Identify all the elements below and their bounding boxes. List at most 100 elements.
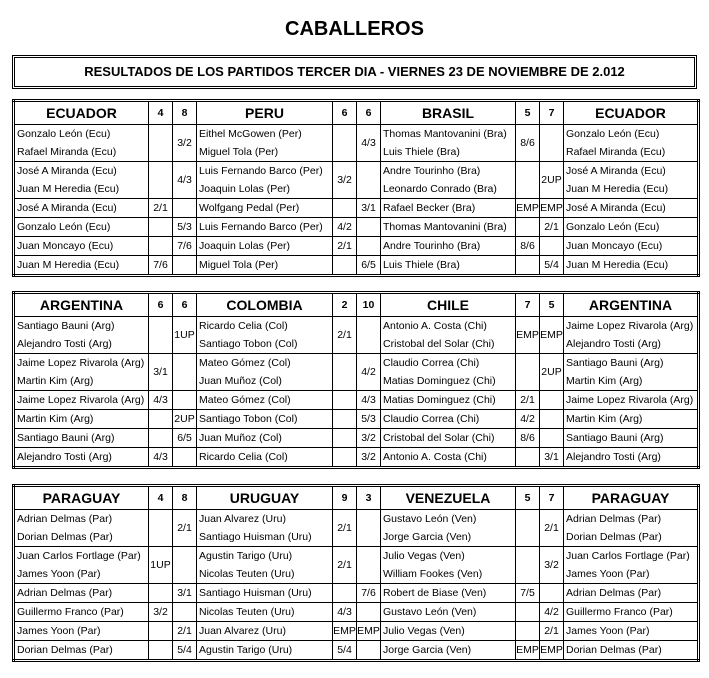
match-score: 5/3 [356,409,381,429]
match-score [332,409,357,429]
header-row: ARGENTINA 6 6 COLOMBIA 2 10 CHILE 7 5 ARGENTINA [13,292,699,317]
player-name: Santiago Bauni (Arg) [13,428,149,448]
player-name: Jorge Garcia (Ven) [380,640,516,661]
team-points: 7 [515,292,540,317]
match-score: 2/1 [332,316,357,354]
match-score [539,236,564,256]
match-row: Gonzalo León (Ecu) 3/2 Eithel McGowen (Per… [13,124,699,162]
match-score: 2/1 [172,621,197,641]
header-row: PARAGUAY 4 8 URUGUAY 9 3 VENEZUELA 5 7 PARAGUAY [13,485,699,510]
match-score [172,255,197,276]
match-score: 4/2 [539,602,564,622]
player-name: Santiago Bauni (Arg) [13,316,149,335]
player-name: Rafael Becker (Bra) [380,198,516,218]
team-points: 8 [172,100,197,125]
match-score: 2/1 [539,217,564,237]
team-name: PERU [196,100,333,125]
player-name: Santiago Huisman (Uru) [196,528,333,547]
player-name: Dorian Delmas (Par) [563,528,699,547]
match-score [332,353,357,391]
player-name: Alejandro Tosti (Arg) [13,335,149,354]
player-name: Santiago Bauni (Arg) [563,428,699,448]
player-name: Juan Muñoz (Col) [196,372,333,391]
match-score [515,161,540,199]
player-name: Jaime Lopez Rivarola (Arg) [13,390,149,410]
match-score: 7/6 [172,236,197,256]
match-score: 3/1 [539,447,564,468]
match-score [515,353,540,391]
match-score [148,621,173,641]
match-score: 4/3 [332,602,357,622]
match-row: Juan Moncayo (Ecu) 7/6 Joaquin Lolas (Per)… [13,236,699,256]
player-name: Ricardo Celia (Col) [196,316,333,335]
team-points: 7 [539,485,564,510]
player-name: Thomas Mantovanini (Bra) [380,124,516,143]
match-row: Dorian Delmas (Par) 5/4 Agustin Tarigo (Ur… [13,640,699,661]
match-score: 2/1 [539,509,564,547]
match-score: 2/1 [332,546,357,584]
match-score: 8/6 [515,124,540,162]
player-name: Martin Kim (Arg) [13,372,149,391]
team-points: 3 [356,485,381,510]
player-name: Juan Carlos Fortlage (Par) [13,546,149,565]
match-score [172,602,197,622]
player-name: Joaquin Lolas (Per) [196,236,333,256]
match-score: 2/1 [515,390,540,410]
player-name: Jaime Lopez Rivarola (Arg) [563,390,699,410]
match-score [515,621,540,641]
player-name: Adrian Delmas (Par) [563,509,699,528]
team-name: COLOMBIA [196,292,333,317]
match-score [172,447,197,468]
player-name: Alejandro Tosti (Arg) [13,447,149,468]
team-points: 8 [172,485,197,510]
match-row: Santiago Bauni (Arg) 1UP Ricardo Celia (Co… [13,316,699,354]
player-name: Martin Kim (Arg) [563,372,699,391]
match-score [172,198,197,218]
match-score [539,124,564,162]
player-name: Nicolas Teuten (Uru) [196,602,333,622]
match-score [148,161,173,199]
match-score: 4/3 [356,390,381,410]
team-points: 9 [332,485,357,510]
match-score: 4/2 [515,409,540,429]
match-score: EMP [356,621,381,641]
match-score: EMP [515,640,540,661]
match-score: 4/3 [172,161,197,199]
team-name: URUGUAY [196,485,333,510]
team-points: 7 [539,100,564,125]
team-name: ARGENTINA [13,292,149,317]
match-score: EMP [515,316,540,354]
match-score [515,602,540,622]
match-score: 5/4 [172,640,197,661]
match-score: 7/5 [515,583,540,603]
team-points: 6 [172,292,197,317]
match-row: James Yoon (Par) 2/1 Juan Alvarez (Uru) EMP… [13,621,699,641]
team-points: 5 [539,292,564,317]
match-score [356,161,381,199]
player-name: Claudio Correa (Chi) [380,409,516,429]
match-score [356,640,381,661]
match-score [356,509,381,547]
player-name: Juan Moncayo (Ecu) [13,236,149,256]
team-name: CHILE [380,292,516,317]
match-score [332,255,357,276]
player-name: Guillermo Franco (Par) [13,602,149,622]
team-points: 5 [515,485,540,510]
player-name: James Yoon (Par) [13,565,149,584]
player-name: Dorian Delmas (Par) [13,640,149,661]
player-name: Matias Dominguez (Chi) [380,390,516,410]
match-score [356,217,381,237]
match-score [539,390,564,410]
player-name: Santiago Tobon (Col) [196,409,333,429]
match-score: EMP [539,316,564,354]
team-name: PARAGUAY [13,485,149,510]
match-score: EMP [515,198,540,218]
page-title: CABALLEROS [285,18,424,40]
player-name: Jorge Garcia (Ven) [380,528,516,547]
match-score [356,316,381,354]
match-row: Rafael Miranda (Ecu) Miguel Tola (Per) Lui… [13,143,699,162]
match-score [332,428,357,448]
match-score: 3/2 [148,602,173,622]
player-name: Gonzalo León (Ecu) [563,124,699,143]
player-name: Juan M Heredia (Ecu) [563,180,699,199]
